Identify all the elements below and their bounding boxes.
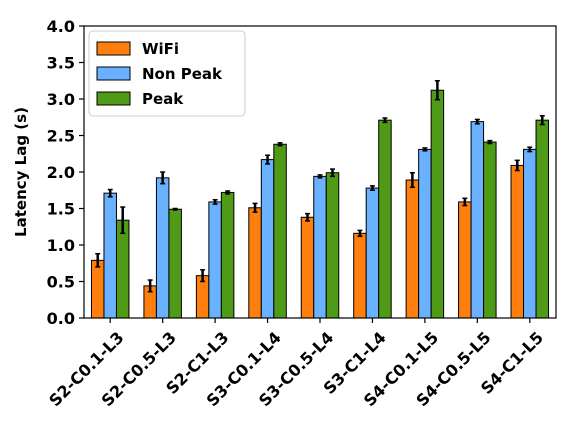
- bar-non-peak: [523, 148, 537, 319]
- bar-peak: [378, 119, 392, 319]
- y-axis-label: Latency Lag (s): [12, 107, 30, 237]
- bar-peak: [430, 89, 445, 319]
- y-tick-label: 2.5: [47, 127, 75, 146]
- y-tick-label: 0.0: [47, 309, 75, 328]
- bar-non-peak: [155, 177, 170, 319]
- y-tick-label: 1.5: [47, 200, 75, 219]
- legend-label: Non Peak: [142, 65, 223, 83]
- bar-wifi: [90, 259, 105, 319]
- bar-wifi: [300, 216, 315, 319]
- bar-non-peak: [418, 148, 432, 319]
- y-tick-label: 3.0: [47, 90, 75, 109]
- plot-area: S2-C0.1-L3S2-C0.5-L3S2-C1-L3S3-C0.1-L4S3…: [12, 17, 557, 410]
- bar-peak: [483, 141, 497, 319]
- axes-frame: [83, 25, 557, 319]
- y-tick-label: 1.0: [47, 236, 75, 255]
- bar-wifi: [353, 232, 367, 319]
- bar-peak: [168, 208, 182, 319]
- bar-peak: [535, 119, 550, 319]
- bar-peak: [325, 172, 340, 319]
- legend: WiFi Non Peak Peak: [88, 30, 246, 117]
- bar-wifi: [405, 179, 420, 319]
- bar-non-peak: [260, 159, 275, 319]
- bar-wifi: [248, 207, 262, 319]
- legend-swatch: [96, 41, 131, 56]
- legend-label: Peak: [142, 90, 184, 108]
- legend-label: WiFi: [142, 40, 179, 58]
- y-tick-label: 0.5: [47, 273, 75, 292]
- bar-peak: [273, 143, 287, 319]
- bar-wifi: [458, 201, 472, 319]
- bar-non-peak: [103, 192, 117, 319]
- legend-swatch: [96, 66, 131, 81]
- bar-wifi: [510, 164, 525, 319]
- legend-swatch: [96, 91, 131, 106]
- y-tick-label: 4.0: [47, 17, 75, 36]
- bar-non-peak: [208, 201, 222, 319]
- y-tick-label: 2.0: [47, 163, 75, 182]
- bar-peak: [220, 191, 235, 319]
- y-tick-label: 3.5: [47, 54, 75, 73]
- bar-non-peak: [470, 121, 485, 319]
- bar-peak: [115, 219, 130, 319]
- bar-non-peak: [365, 187, 380, 319]
- bar-non-peak: [313, 175, 327, 319]
